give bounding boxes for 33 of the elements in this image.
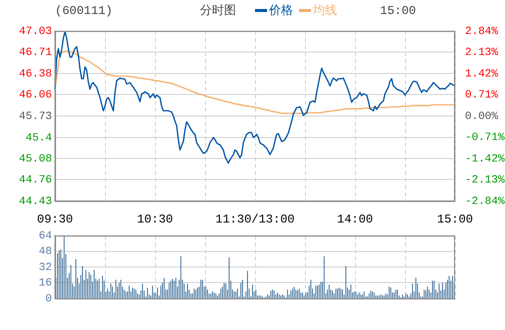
legend-label: 均线 [312, 3, 337, 19]
y-tick-label: 47.03 [18, 26, 52, 38]
y2-tick-label: -1.42% [465, 153, 505, 166]
y-tick-label: 48 [38, 246, 52, 258]
x-tick-label: 09:30 [36, 212, 74, 226]
x-tick-label: 10:30 [136, 212, 174, 226]
x-tick-label: 15:00 [436, 212, 474, 226]
y-tick-label: 32 [38, 262, 52, 274]
y2-tick-label: 0.00% [465, 110, 498, 123]
y-tick-label: 45.73 [18, 110, 52, 123]
y2-tick-label: -2.13% [465, 174, 505, 187]
y-tick-label: 45.08 [18, 153, 52, 166]
y-tick-label: 46.38 [18, 68, 52, 80]
y-tick-label: 64 [38, 230, 52, 243]
chart-subtitle: 分时图 [200, 3, 236, 19]
y-tick-label: 46.06 [18, 89, 52, 102]
y2-tick-label: 2.13% [465, 47, 498, 60]
y-tick-label: 0 [45, 293, 52, 306]
y2-tick-label: -2.84% [465, 196, 505, 208]
y-tick-label: 46.71 [18, 46, 52, 59]
y-tick-label: 44.43 [18, 196, 52, 208]
chart-title: (600111) [55, 3, 113, 19]
y-tick-label: 44.76 [18, 174, 52, 186]
x-tick-label: 11:30/13:00 [215, 212, 295, 226]
y2-tick-label: 2.84% [465, 26, 498, 38]
y-tick-label: 45.4 [26, 132, 52, 144]
x-tick-label: 14:00 [336, 212, 374, 226]
y2-tick-label: 1.42% [465, 68, 498, 80]
y2-tick-label: 0.71% [465, 90, 498, 102]
text: 15:00 [380, 3, 416, 19]
y-tick-label: 16 [38, 278, 52, 290]
legend-label: 价格 [268, 3, 293, 19]
y2-tick-label: -0.71% [465, 132, 505, 144]
